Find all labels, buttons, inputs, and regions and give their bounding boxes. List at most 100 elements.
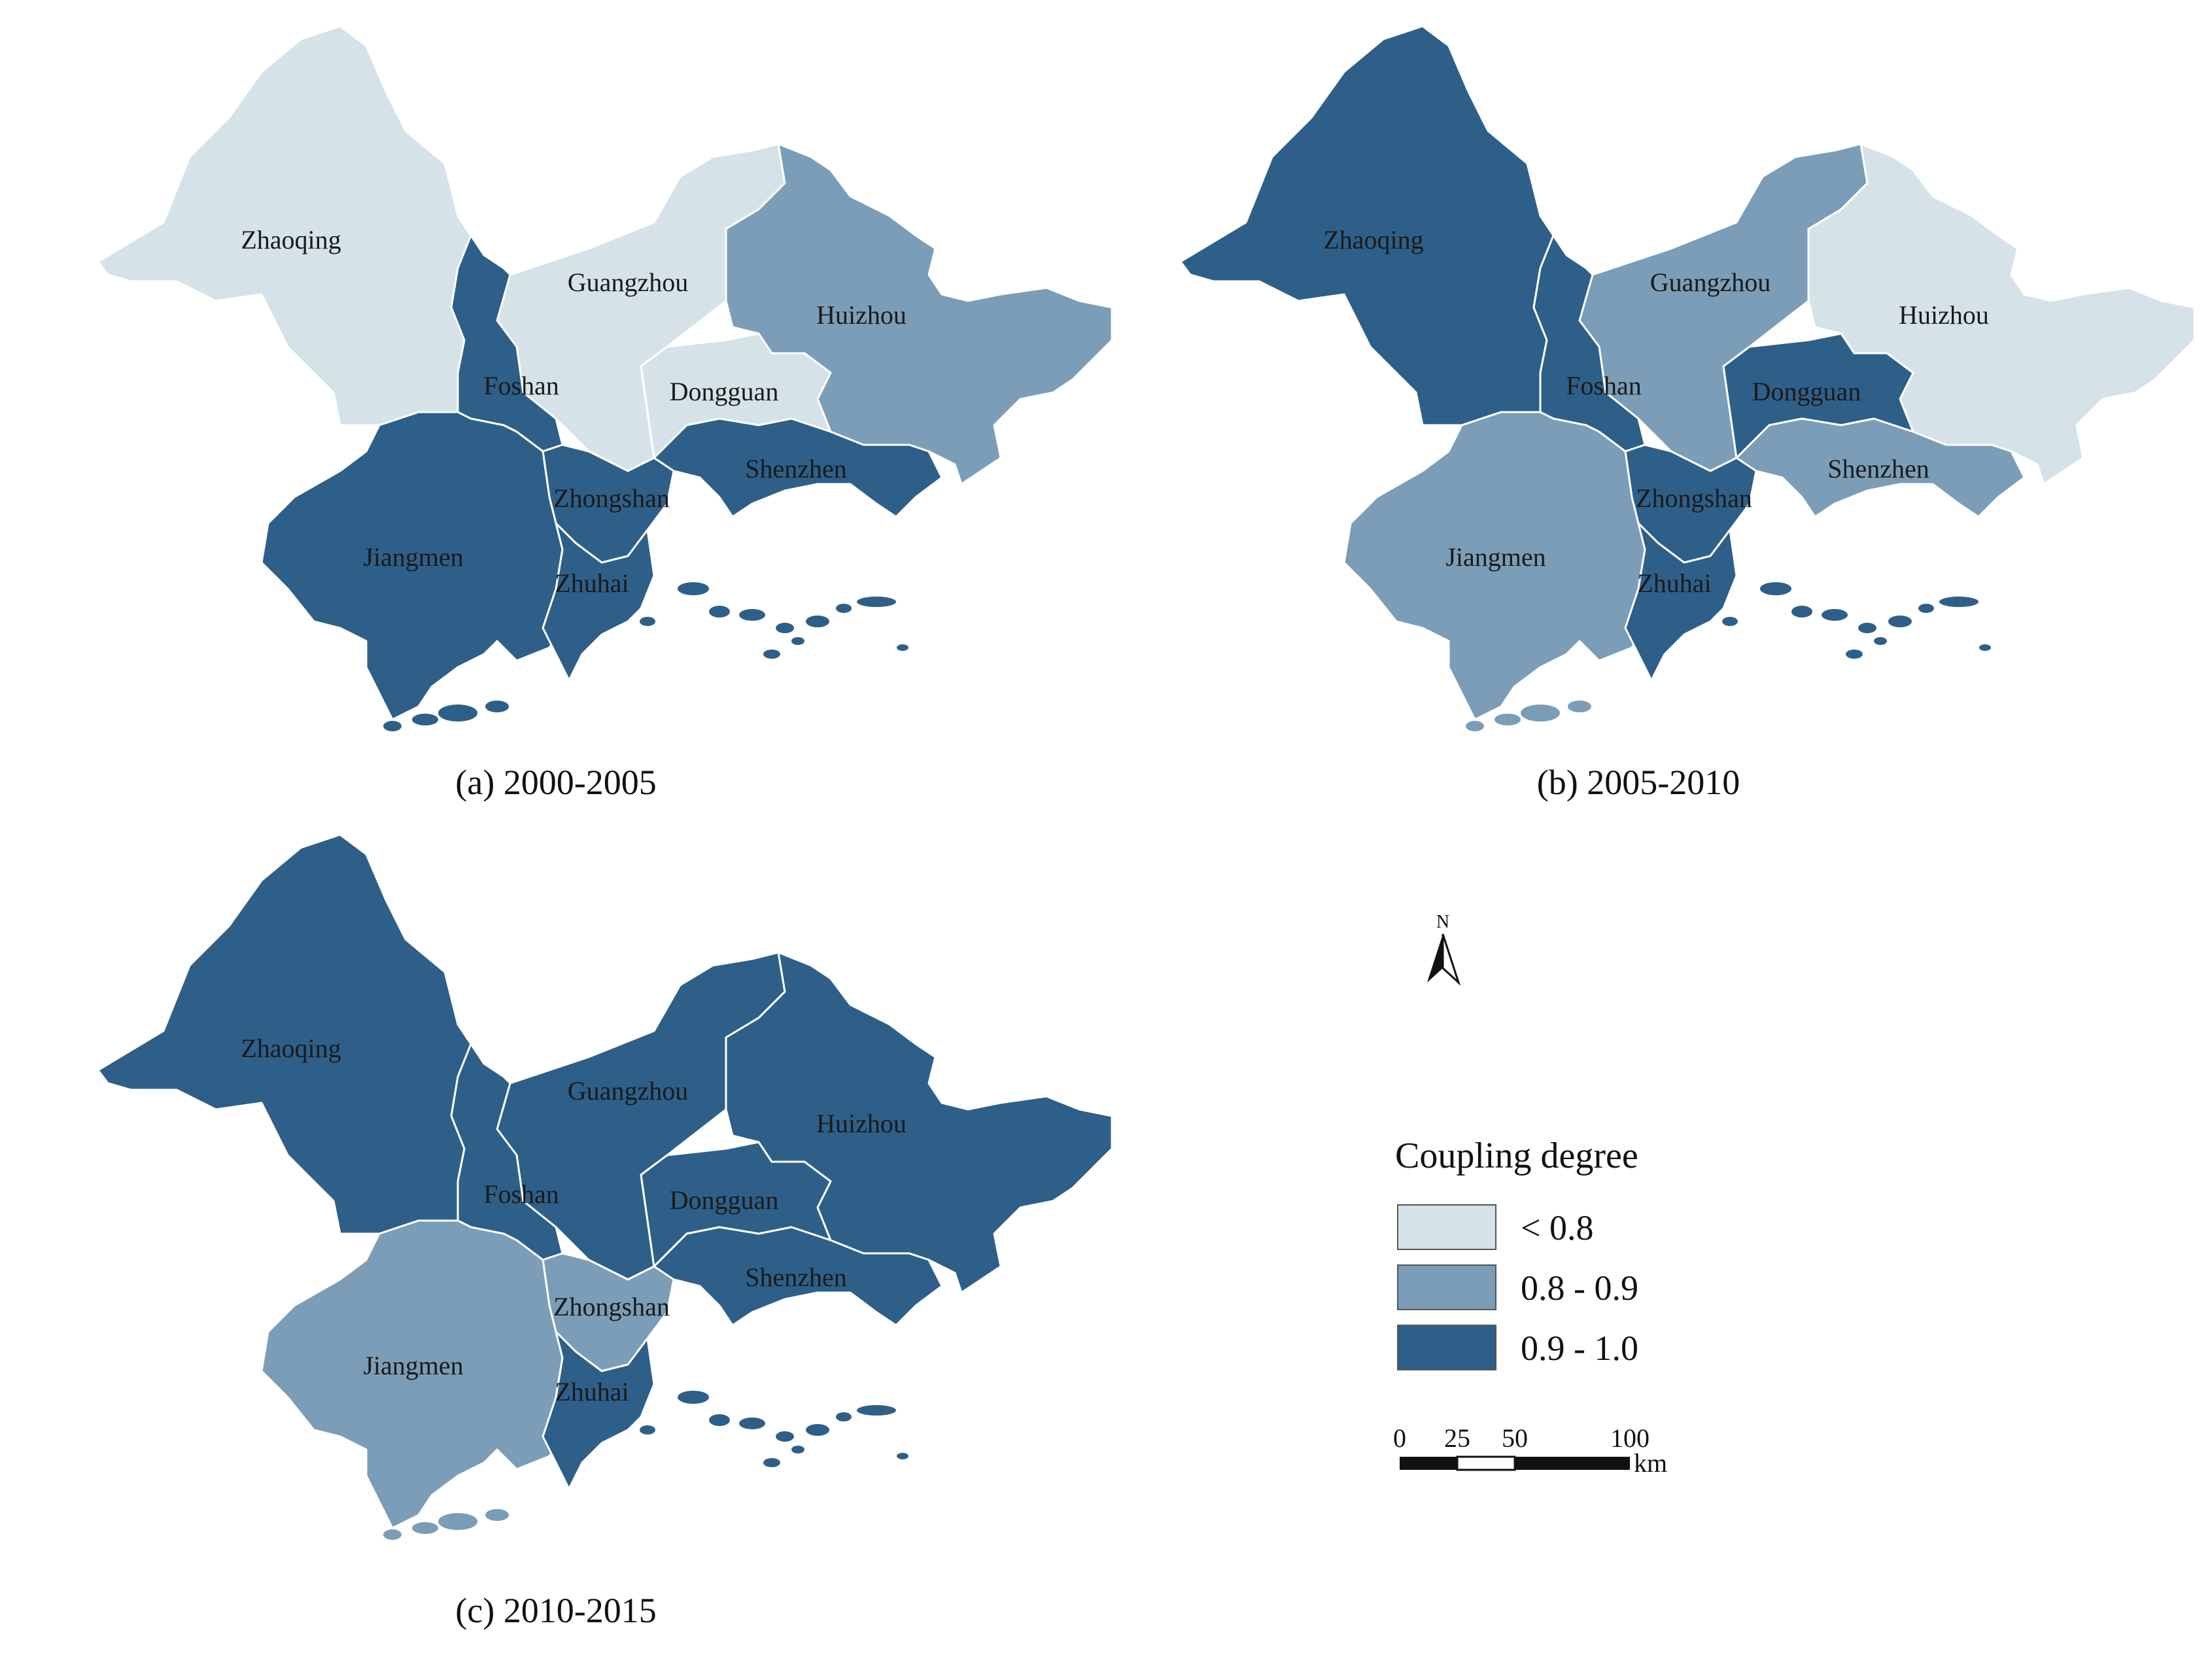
legend-label-low: < 0.8 bbox=[1521, 1208, 1593, 1247]
city-label-guangzhou: Guangzhou bbox=[568, 1076, 688, 1105]
city-label-huizhou: Huizhou bbox=[816, 1109, 907, 1138]
city-label-guangzhou: Guangzhou bbox=[568, 268, 688, 297]
region-shenzhen bbox=[653, 417, 943, 518]
city-label-dongguan: Dongguan bbox=[670, 377, 779, 406]
north-arrow: N bbox=[1427, 912, 1461, 986]
island bbox=[763, 1458, 780, 1467]
city-label-zhaoqing: Zhaoqing bbox=[241, 225, 341, 254]
scale-tick-100: 100 bbox=[1610, 1423, 1650, 1453]
island bbox=[857, 597, 896, 607]
legend-title: Coupling degree bbox=[1395, 1136, 1638, 1176]
island bbox=[678, 1391, 709, 1404]
island bbox=[412, 714, 438, 725]
island bbox=[485, 701, 509, 712]
island bbox=[763, 650, 780, 659]
island bbox=[739, 1418, 765, 1429]
island bbox=[1521, 705, 1560, 722]
island bbox=[897, 644, 908, 651]
legend: Coupling degree < 0.8 0.8 - 0.9 0.9 - 1.… bbox=[1395, 1136, 1638, 1370]
scale-bar: 0 25 50 100 km bbox=[1393, 1423, 1667, 1478]
region-zhuhai bbox=[542, 522, 655, 682]
island bbox=[806, 1424, 829, 1436]
island bbox=[836, 1412, 852, 1421]
legend-label-mid: 0.8 - 0.9 bbox=[1521, 1268, 1638, 1308]
region-jiangmen bbox=[260, 1219, 564, 1529]
island bbox=[857, 1405, 896, 1416]
island bbox=[1888, 616, 1912, 627]
island bbox=[1846, 650, 1863, 659]
city-label-foshan: Foshan bbox=[1566, 371, 1642, 400]
map-panel-2005-2010: Zhaoqing Guangzhou Huizhou Foshan Dongguan Sh… bbox=[1179, 25, 2196, 731]
region-zhuhai bbox=[1624, 522, 1738, 682]
city-label-jiangmen: Jiangmen bbox=[363, 1351, 463, 1380]
city-label-jiangmen: Jiangmen bbox=[1445, 542, 1546, 572]
city-label-shenzhen: Shenzhen bbox=[745, 1262, 847, 1292]
island bbox=[438, 705, 477, 722]
city-label-shenzhen: Shenzhen bbox=[1827, 454, 1929, 483]
north-arrow-icon bbox=[1427, 934, 1443, 983]
city-label-dongguan: Dongguan bbox=[1752, 377, 1861, 406]
island bbox=[1822, 609, 1848, 621]
city-label-shenzhen: Shenzhen bbox=[745, 454, 847, 483]
city-label-zhongshan: Zhongshan bbox=[1636, 483, 1752, 513]
scale-tick-0: 0 bbox=[1393, 1423, 1406, 1453]
city-label-zhaoqing: Zhaoqing bbox=[241, 1034, 341, 1063]
island bbox=[1874, 637, 1887, 645]
caption-map-b: (b) 2005-2010 bbox=[1537, 763, 1740, 802]
city-label-zhuhai: Zhuhai bbox=[1637, 568, 1711, 598]
city-label-foshan: Foshan bbox=[483, 1179, 559, 1209]
city-label-jiangmen: Jiangmen bbox=[363, 542, 463, 572]
region-jiangmen bbox=[260, 411, 564, 721]
island bbox=[791, 637, 804, 645]
region-jiangmen bbox=[1343, 411, 1646, 721]
map-panel-2010-2015: Zhaoqing Guangzhou Huizhou Foshan Dongguan Sh… bbox=[97, 833, 1113, 1540]
island bbox=[1858, 623, 1876, 633]
island bbox=[383, 721, 402, 731]
region-zhuhai bbox=[542, 1331, 655, 1490]
island bbox=[1979, 644, 1991, 651]
legend-label-high: 0.9 - 1.0 bbox=[1521, 1329, 1638, 1368]
legend-swatch-mid bbox=[1397, 1264, 1496, 1310]
island bbox=[1760, 582, 1791, 595]
island bbox=[776, 623, 794, 633]
island bbox=[1722, 617, 1738, 626]
region-shenzhen bbox=[1735, 417, 2026, 518]
island bbox=[1466, 721, 1484, 731]
scale-tick-25: 25 bbox=[1444, 1423, 1470, 1453]
legend-swatch-high bbox=[1397, 1325, 1496, 1370]
city-label-zhuhai: Zhuhai bbox=[555, 568, 629, 598]
city-label-huizhou: Huizhou bbox=[816, 300, 907, 330]
caption-map-a: (a) 2000-2005 bbox=[455, 763, 656, 802]
island bbox=[739, 609, 765, 621]
city-label-guangzhou: Guangzhou bbox=[1650, 268, 1771, 297]
north-label: N bbox=[1436, 912, 1449, 932]
island bbox=[1918, 604, 1934, 613]
island bbox=[1791, 606, 1812, 618]
island bbox=[438, 1513, 477, 1530]
scale-unit: km bbox=[1634, 1448, 1667, 1478]
island bbox=[709, 606, 730, 618]
island bbox=[485, 1509, 509, 1521]
island bbox=[1495, 714, 1521, 725]
caption-map-c: (c) 2010-2015 bbox=[455, 1591, 656, 1630]
island bbox=[709, 1414, 730, 1426]
city-label-zhuhai: Zhuhai bbox=[555, 1377, 629, 1406]
island bbox=[678, 582, 709, 595]
city-label-huizhou: Huizhou bbox=[1899, 300, 1989, 330]
legend-swatch-low bbox=[1397, 1204, 1496, 1250]
island bbox=[383, 1529, 402, 1540]
island bbox=[640, 617, 655, 626]
island bbox=[806, 616, 829, 627]
city-label-zhongshan: Zhongshan bbox=[553, 1292, 670, 1321]
island bbox=[897, 1453, 908, 1459]
island bbox=[640, 1425, 655, 1435]
city-label-zhongshan: Zhongshan bbox=[553, 483, 670, 513]
island bbox=[1568, 701, 1591, 712]
island bbox=[1939, 597, 1979, 607]
island bbox=[836, 604, 852, 613]
scale-tick-50: 50 bbox=[1502, 1423, 1528, 1453]
map-panel-2000-2005: Zhaoqing Guangzhou Huizhou Foshan Dongguan Sh… bbox=[97, 25, 1113, 731]
city-label-foshan: Foshan bbox=[483, 371, 559, 400]
island bbox=[412, 1522, 438, 1534]
